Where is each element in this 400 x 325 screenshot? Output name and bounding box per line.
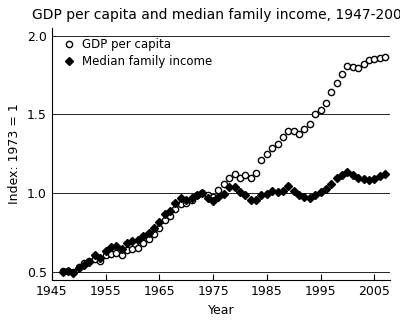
GDP per capita bbox=[71, 270, 76, 274]
Median family income bbox=[178, 197, 183, 201]
Median family income bbox=[60, 270, 65, 274]
Line: Median family income: Median family income bbox=[59, 169, 388, 276]
Median family income bbox=[345, 170, 350, 174]
X-axis label: Year: Year bbox=[208, 304, 234, 317]
Median family income bbox=[383, 172, 388, 176]
GDP per capita bbox=[259, 158, 264, 162]
GDP per capita bbox=[130, 247, 135, 251]
Title: GDP per capita and median family income, 1947-2007: GDP per capita and median family income,… bbox=[32, 8, 400, 22]
GDP per capita bbox=[141, 241, 146, 245]
Median family income bbox=[130, 239, 135, 243]
Y-axis label: Index: 1973 = 1: Index: 1973 = 1 bbox=[8, 104, 21, 204]
GDP per capita bbox=[178, 202, 183, 206]
GDP per capita bbox=[345, 64, 350, 68]
GDP per capita bbox=[60, 269, 65, 273]
Median family income bbox=[238, 190, 242, 194]
Legend: GDP per capita, Median family income: GDP per capita, Median family income bbox=[58, 33, 218, 72]
Median family income bbox=[71, 271, 76, 275]
GDP per capita bbox=[383, 55, 388, 59]
Median family income bbox=[259, 193, 264, 197]
Median family income bbox=[350, 173, 355, 177]
Median family income bbox=[141, 234, 146, 238]
Line: GDP per capita: GDP per capita bbox=[59, 54, 388, 276]
GDP per capita bbox=[238, 176, 242, 180]
